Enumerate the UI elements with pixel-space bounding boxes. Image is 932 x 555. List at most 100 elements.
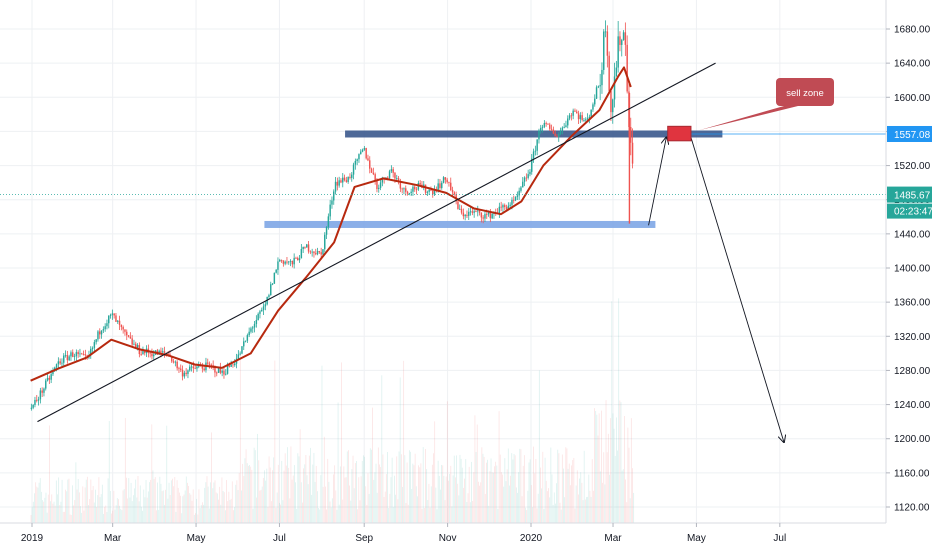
volume-bar bbox=[285, 465, 287, 523]
volume-bar bbox=[53, 501, 55, 523]
volume-bar bbox=[397, 499, 399, 523]
volume-bar bbox=[443, 475, 445, 523]
volume-bar bbox=[273, 457, 275, 523]
volume-bar bbox=[149, 482, 150, 523]
candle-down bbox=[304, 247, 306, 248]
volume-bar bbox=[200, 505, 202, 523]
candle-down bbox=[181, 369, 184, 377]
volume-bar bbox=[97, 495, 99, 523]
candle-down bbox=[489, 212, 492, 219]
x-tick-label: Sep bbox=[355, 533, 373, 544]
volume-bar bbox=[571, 465, 572, 523]
volume-bar bbox=[625, 479, 626, 523]
candle-up bbox=[583, 119, 585, 121]
volume-bar bbox=[436, 509, 438, 523]
volume-bar bbox=[315, 465, 317, 523]
candle-down bbox=[475, 211, 477, 213]
candle-down bbox=[36, 399, 38, 401]
volume-bar bbox=[350, 500, 352, 523]
candle-down bbox=[401, 188, 403, 190]
candle-up bbox=[298, 258, 301, 261]
volume-bar bbox=[235, 484, 237, 523]
candle-up bbox=[45, 380, 47, 389]
volume-bar bbox=[228, 491, 230, 523]
volume-bar bbox=[188, 485, 189, 523]
volume-bar bbox=[572, 460, 574, 523]
volume-bar bbox=[75, 462, 77, 523]
volume-bar bbox=[406, 462, 408, 523]
candle-up bbox=[95, 339, 97, 343]
candle-down bbox=[367, 158, 369, 161]
volume-bar bbox=[450, 465, 452, 523]
volume-bar bbox=[580, 472, 582, 523]
volume-bar bbox=[207, 486, 209, 523]
candle-up bbox=[437, 183, 439, 192]
candle-up bbox=[534, 150, 537, 152]
candle-up bbox=[221, 370, 223, 373]
volume-bar bbox=[60, 501, 62, 523]
candle-down bbox=[315, 253, 317, 255]
volume-bar bbox=[119, 505, 120, 523]
volume-bar bbox=[43, 501, 45, 523]
volume-bar bbox=[311, 494, 313, 523]
volume-bar bbox=[472, 500, 474, 523]
volume-bar bbox=[189, 493, 191, 523]
candle-down bbox=[307, 244, 310, 252]
candle-up bbox=[111, 313, 114, 315]
candle-up bbox=[100, 330, 103, 335]
volume-bar bbox=[167, 498, 169, 523]
volume-bar bbox=[169, 494, 171, 523]
candle-up bbox=[316, 251, 319, 255]
volume-bar bbox=[362, 455, 364, 523]
volume-bar bbox=[218, 499, 219, 523]
volume-bar bbox=[359, 500, 361, 523]
candle-up bbox=[52, 370, 54, 375]
volume-bar bbox=[180, 495, 181, 523]
candle-up bbox=[153, 354, 155, 357]
candle-up bbox=[327, 216, 330, 228]
candle-up bbox=[477, 210, 479, 212]
candle-down bbox=[446, 179, 448, 183]
candle-up bbox=[329, 204, 331, 217]
volume-bar bbox=[590, 496, 592, 523]
volume-bar bbox=[145, 480, 147, 523]
volume-bar bbox=[319, 509, 321, 523]
volume-bar bbox=[164, 504, 165, 523]
candle-up bbox=[302, 247, 304, 250]
candle-up bbox=[433, 189, 436, 195]
volume-bar bbox=[175, 511, 177, 523]
volume-bar bbox=[92, 485, 94, 523]
volume-bar bbox=[170, 480, 172, 523]
volume-bar bbox=[129, 497, 131, 523]
candle-up bbox=[32, 404, 34, 408]
candle-up bbox=[588, 116, 591, 119]
volume-bar bbox=[185, 476, 187, 523]
volume-bar bbox=[563, 468, 564, 523]
volume-bar bbox=[527, 490, 529, 523]
x-tick-label: Jul bbox=[773, 533, 786, 544]
candle-up bbox=[288, 261, 290, 263]
candle-up bbox=[351, 174, 353, 178]
volume-bar bbox=[249, 464, 250, 523]
candle-up bbox=[275, 269, 277, 273]
volume-bar bbox=[121, 510, 123, 523]
volume-bar bbox=[329, 501, 331, 523]
volume-bar bbox=[131, 501, 133, 523]
volume-bar bbox=[42, 500, 43, 523]
volume-bar bbox=[621, 470, 623, 523]
candle-up bbox=[252, 327, 254, 329]
candle-down bbox=[525, 177, 528, 179]
volume-bar bbox=[575, 485, 577, 523]
candle-up bbox=[536, 139, 538, 151]
candle-up bbox=[590, 109, 592, 117]
candle-down bbox=[66, 355, 69, 361]
volume-bar bbox=[488, 505, 490, 523]
volume-bar bbox=[365, 486, 367, 523]
volume-bar bbox=[138, 501, 140, 523]
volume-bar bbox=[579, 478, 580, 523]
volume-bar bbox=[246, 463, 248, 523]
candle-down bbox=[48, 377, 51, 380]
candle-up bbox=[354, 160, 357, 165]
candle-up bbox=[324, 234, 326, 250]
